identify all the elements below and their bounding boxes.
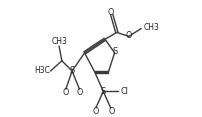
- Text: S: S: [113, 47, 118, 56]
- Text: O: O: [62, 88, 68, 97]
- Text: O: O: [107, 7, 114, 16]
- Text: Cl: Cl: [121, 87, 129, 96]
- Text: O: O: [92, 107, 99, 116]
- Text: O: O: [108, 107, 114, 116]
- Text: S: S: [101, 87, 106, 96]
- Text: S: S: [69, 66, 75, 75]
- Text: O: O: [125, 31, 131, 40]
- Text: H3C: H3C: [34, 66, 50, 75]
- Text: CH3: CH3: [144, 23, 160, 32]
- Text: CH3: CH3: [52, 37, 67, 46]
- Text: O: O: [77, 88, 83, 97]
